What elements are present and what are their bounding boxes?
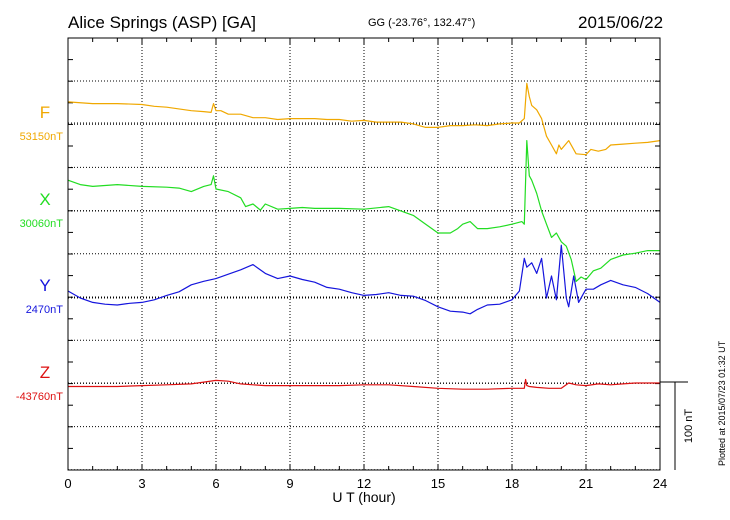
x-tick-labels: 0 3 6 9 12 15 18 21 24 (64, 476, 667, 491)
scale-bar (660, 381, 688, 470)
x-tick-label: 9 (286, 476, 293, 491)
plot-frame (67, 37, 661, 471)
series-baseline-label-x: 30060nT (20, 218, 64, 230)
axis-ticks (67, 38, 661, 470)
series-line-y (67, 244, 661, 315)
x-axis-label: U T (hour) (332, 489, 395, 505)
plotted-timestamp: Plotted at 2015/07/23 01:32 UT (717, 340, 727, 466)
series-labels: F 53150nT X 30060nT Y 2470nT Z -43760nT (16, 103, 63, 403)
plot-date: 2015/06/22 (578, 13, 664, 32)
series-baseline-label-y: 2470nT (26, 304, 64, 316)
series-name-x: X (39, 190, 50, 209)
x-tick-label: 3 (138, 476, 145, 491)
series-baseline-label-z: -43760nT (16, 391, 63, 403)
x-tick-label: 12 (357, 476, 371, 491)
grid-lines (68, 38, 660, 471)
x-tick-label: 6 (212, 476, 219, 491)
geographic-coordinates: GG (-23.76°, 132.47°) (368, 17, 476, 29)
series-line-z (68, 378, 660, 390)
series-name-f: F (40, 103, 50, 122)
x-tick-label: 15 (431, 476, 445, 491)
series-line-x (67, 140, 660, 282)
series-lines (67, 82, 661, 390)
x-tick-label: 18 (505, 476, 519, 491)
series-baseline-label-f: 53150nT (20, 131, 64, 143)
x-tick-label: 0 (64, 476, 71, 491)
x-tick-label: 24 (653, 476, 667, 491)
series-name-y: Y (39, 276, 50, 295)
scale-bar-label: 100 nT (683, 409, 695, 444)
series-line-f (67, 82, 661, 156)
station-title: Alice Springs (ASP) [GA] (68, 13, 257, 32)
x-tick-label: 21 (579, 476, 593, 491)
series-name-z: Z (40, 363, 50, 382)
